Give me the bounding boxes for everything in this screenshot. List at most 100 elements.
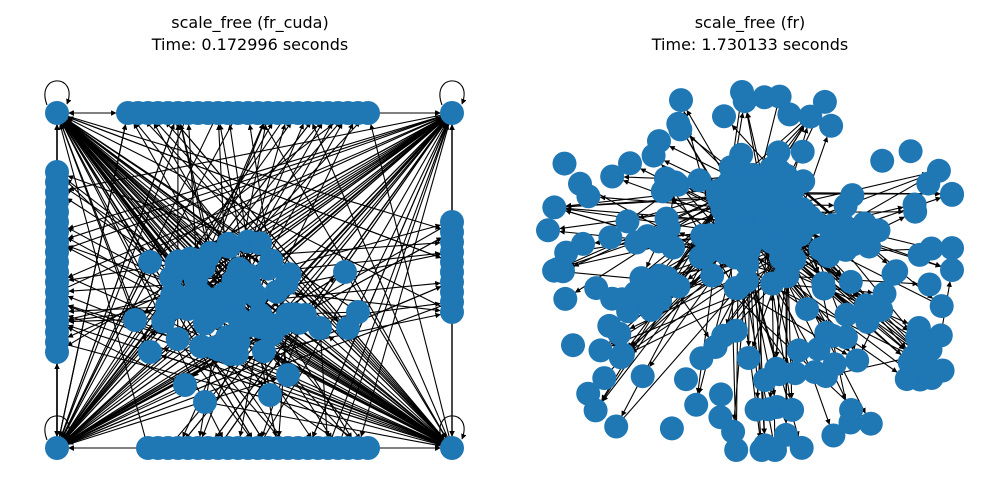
graph-edge: [237, 121, 445, 343]
graph-edge: [185, 112, 453, 440]
graph-node: [536, 218, 560, 243]
graph-edge: [352, 112, 453, 318]
graph-edge: [308, 329, 453, 449]
graph-node: [123, 308, 147, 332]
graph-node: [221, 286, 246, 311]
graph-node: [917, 272, 942, 297]
graph-node: [724, 438, 749, 462]
graph-node: [275, 302, 300, 327]
graph-node: [929, 294, 954, 319]
graph-node: [732, 89, 757, 114]
timing-label: Time: 0.172996 seconds: [151, 35, 349, 54]
graph-node: [786, 338, 811, 363]
graph-node: [346, 300, 370, 324]
graph-node: [706, 180, 731, 205]
self-loop-edge: [44, 80, 72, 106]
graph-node: [834, 302, 859, 327]
graph-node: [653, 166, 678, 191]
panel-fr-cuda: scale_free (fr_cuda) Time: 0.172996 seco…: [44, 13, 467, 460]
graph-node: [798, 104, 823, 129]
graph-node: [151, 309, 176, 334]
graph-node: [542, 195, 567, 220]
graph-node: [583, 398, 608, 423]
graph-edge: [188, 112, 453, 257]
graph-node: [819, 113, 844, 138]
graph-edge: [178, 240, 441, 262]
graph-edge: [56, 112, 231, 262]
graph-edge: [167, 112, 445, 440]
graph-node: [698, 223, 723, 248]
graph-edge: [217, 122, 446, 449]
graph-edge: [56, 355, 254, 449]
graph-node: [812, 89, 837, 114]
graph-node: [821, 423, 846, 448]
graph-node: [752, 85, 777, 110]
graph-node: [189, 282, 213, 307]
graph-node: [926, 158, 951, 183]
graph-node: [260, 322, 284, 347]
graph-node: [773, 263, 798, 288]
node-layer: [45, 101, 464, 460]
graph-edge: [149, 119, 339, 263]
graph-node: [356, 101, 380, 125]
graph-node: [819, 225, 844, 250]
panel-fr: scale_free (fr) Time: 1.730133 seconds: [500, 0, 1000, 500]
graph-node: [666, 111, 691, 136]
graph-edge: [64, 121, 359, 449]
self-loop-edge: [439, 80, 467, 106]
graph-node: [604, 414, 629, 439]
graph-edge: [60, 112, 189, 438]
graph-node: [165, 327, 190, 352]
graph-node: [138, 340, 162, 364]
graph-node: [774, 163, 799, 188]
graph-edge: [145, 121, 453, 449]
graph-edge: [257, 122, 447, 449]
graph-node: [687, 168, 712, 193]
graph-node: [639, 297, 664, 322]
graph-node: [553, 286, 578, 311]
graph-node: [588, 338, 613, 363]
graph-edge: [56, 112, 442, 259]
graph-edge: [229, 353, 453, 449]
graph-title: scale_free (fr): [694, 13, 806, 32]
self-loop-edge: [44, 415, 72, 441]
graph-edge: [590, 189, 707, 254]
graph-node: [592, 366, 617, 391]
graph-node: [333, 260, 357, 284]
graph-edge: [65, 179, 151, 263]
graph-node: [694, 241, 719, 266]
graph-node: [833, 193, 858, 218]
self-loop-layer: [44, 80, 467, 441]
graph-edge: [328, 335, 453, 449]
graph-node: [700, 263, 725, 288]
graph-edge: [200, 346, 281, 440]
graph-edge: [165, 121, 453, 449]
graph-node: [440, 101, 464, 125]
node-layer: [536, 80, 964, 462]
graph-node: [259, 248, 284, 273]
network-graph-fr-cuda: [44, 80, 467, 460]
graph-node: [571, 231, 595, 256]
graph-edge: [171, 119, 443, 296]
graph-edge: [67, 384, 186, 444]
graph-node: [276, 363, 300, 387]
graph-node: [248, 302, 273, 327]
graph-node: [723, 318, 748, 343]
graph-node: [624, 230, 649, 255]
timing-label: Time: 1.730133 seconds: [651, 35, 849, 54]
graph-edge: [269, 332, 453, 449]
graph-edge: [63, 263, 177, 439]
graph-edge: [344, 271, 447, 439]
graph-node: [630, 364, 655, 389]
graph-node: [356, 436, 380, 460]
graph-node: [659, 416, 684, 441]
graph-edge: [167, 121, 445, 449]
graph-node: [780, 214, 805, 239]
graph-edge: [312, 112, 453, 438]
graph-node: [545, 257, 570, 282]
graph-node: [894, 367, 919, 392]
graph-node: [709, 382, 733, 407]
graph-node: [913, 345, 938, 370]
graph-node: [258, 383, 282, 407]
graph-node: [45, 340, 69, 364]
